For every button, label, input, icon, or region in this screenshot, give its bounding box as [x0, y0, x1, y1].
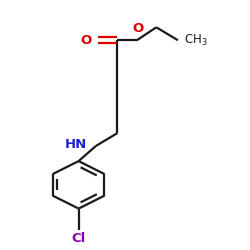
Text: CH$_3$: CH$_3$ [184, 33, 208, 48]
Text: O: O [80, 34, 92, 47]
Text: O: O [132, 22, 143, 35]
Text: HN: HN [65, 138, 87, 151]
Text: Cl: Cl [72, 232, 86, 245]
